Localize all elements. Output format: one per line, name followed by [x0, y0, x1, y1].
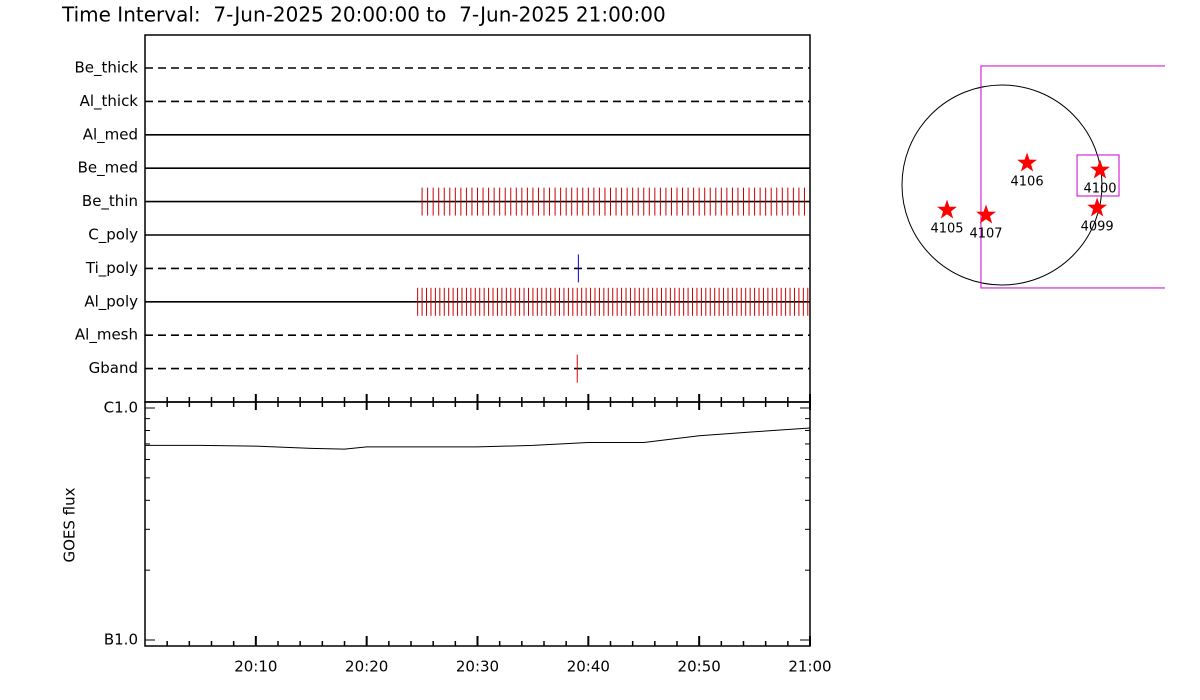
x-tick-label: 20:20 [345, 658, 388, 676]
x-tick-label: 20:40 [567, 658, 610, 676]
region-star [1017, 152, 1037, 172]
row-label: C_poly [88, 226, 138, 245]
row-label: Al_mesh [75, 326, 138, 345]
row-label: Al_poly [84, 292, 138, 311]
target-box [1076, 154, 1120, 197]
row-label: Gband [89, 359, 138, 377]
sun-map: 4105 4107 4106 4100 4099 [901, 65, 1165, 289]
row-label: Al_thick [80, 92, 139, 111]
field-of-view [980, 65, 1165, 289]
region-star [1090, 159, 1110, 179]
row-label: Ti_poly [85, 259, 138, 278]
x-tick-label: 20:30 [456, 658, 499, 676]
region-star [1087, 197, 1108, 217]
y-tick-label: C1.0 [104, 399, 138, 417]
row-label: Al_med [83, 125, 138, 144]
solar-disk [901, 84, 1103, 286]
region-label: 4099 [1081, 220, 1114, 235]
y-tick-label: B1.0 [104, 631, 138, 649]
region-star [976, 204, 996, 224]
x-tick-label: 20:50 [678, 658, 721, 676]
goes-flux-line [145, 427, 811, 450]
region-label: 4105 [930, 222, 963, 237]
region-label: 4107 [969, 227, 1002, 242]
x-tick-label: 21:00 [788, 658, 831, 676]
row-label: Be_thin [82, 192, 138, 211]
region-label: 4106 [1011, 175, 1044, 190]
region-star [937, 199, 957, 219]
x-tick-label: 20:10 [234, 658, 277, 676]
row-label: Be_med [78, 159, 138, 178]
y-axis-label: GOES flux [61, 487, 79, 562]
region-label: 4100 [1083, 181, 1116, 196]
row-label: Be_thick [74, 59, 138, 78]
title: Time Interval: 7-Jun-2025 20:00:00 to 7-… [61, 3, 666, 27]
